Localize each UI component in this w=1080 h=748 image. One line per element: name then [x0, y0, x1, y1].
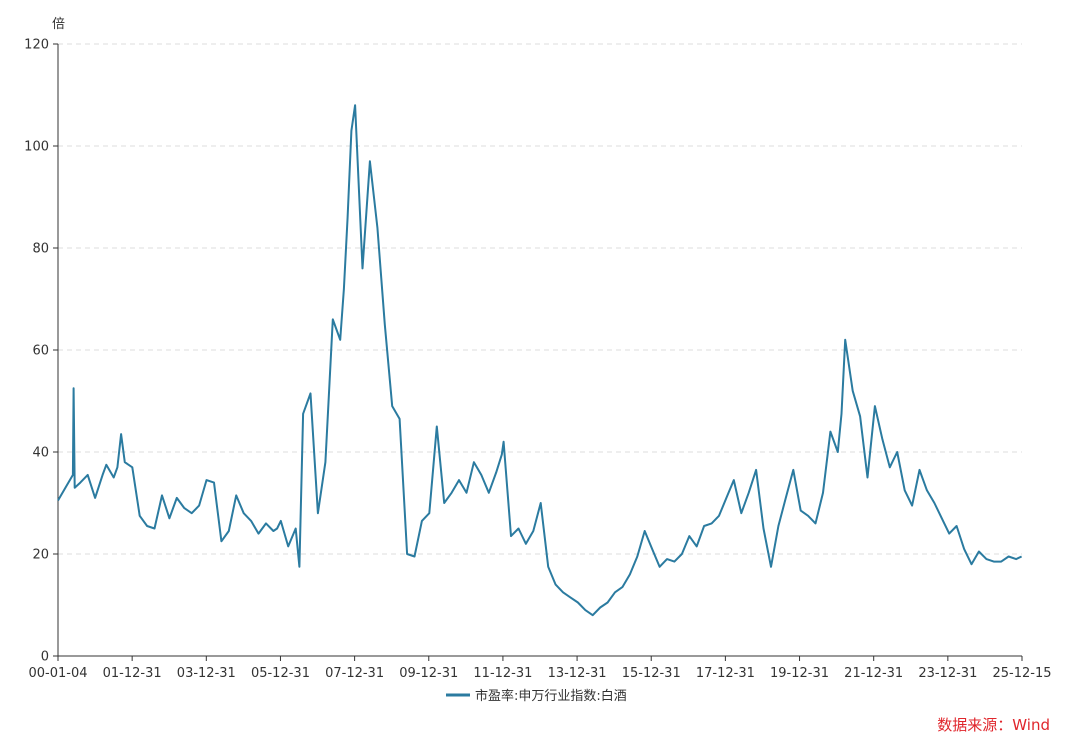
legend: 市盈率:申万行业指数:白酒 [446, 688, 627, 704]
x-tick-label: 21-12-31 [844, 666, 903, 681]
source-label: 数据来源：Wind [937, 716, 1050, 734]
x-tick-label: 25-12-15 [992, 666, 1051, 681]
x-tick-label: 11-12-31 [473, 666, 532, 681]
y-axis: 0 20 40 60 80 100 120 [24, 38, 59, 665]
series-line-0 [57, 104, 1023, 617]
x-tick-label: 17-12-31 [696, 666, 755, 681]
y-tick-label: 60 [32, 344, 49, 359]
x-tick-label: 03-12-31 [177, 666, 236, 681]
y-tick-label: 120 [24, 38, 49, 53]
x-tick-label: 15-12-31 [622, 666, 681, 681]
y-tick-label: 0 [41, 650, 49, 665]
x-tick-label: 00-01-04 [28, 666, 87, 681]
x-tick-label: 09-12-31 [399, 666, 458, 681]
x-tick-label: 05-12-31 [251, 666, 310, 681]
y-tick-label: 80 [32, 242, 49, 257]
legend-label: 市盈率:申万行业指数:白酒 [475, 688, 627, 704]
x-tick-label: 23-12-31 [918, 666, 977, 681]
x-tick-label: 19-12-31 [770, 666, 829, 681]
x-tick-label: 07-12-31 [325, 666, 384, 681]
gridlines [58, 43, 1022, 555]
y-axis-unit-label: 倍 [52, 17, 65, 32]
x-axis: 00-01-04 01-12-31 03-12-31 05-12-31 07-12-31… [28, 655, 1052, 681]
x-tick-label: 01-12-31 [103, 666, 162, 681]
x-tick-label: 13-12-31 [548, 666, 607, 681]
y-tick-label: 40 [32, 446, 49, 461]
series-layer [57, 104, 1023, 617]
y-tick-label: 20 [32, 548, 49, 563]
y-tick-label: 100 [24, 140, 49, 155]
